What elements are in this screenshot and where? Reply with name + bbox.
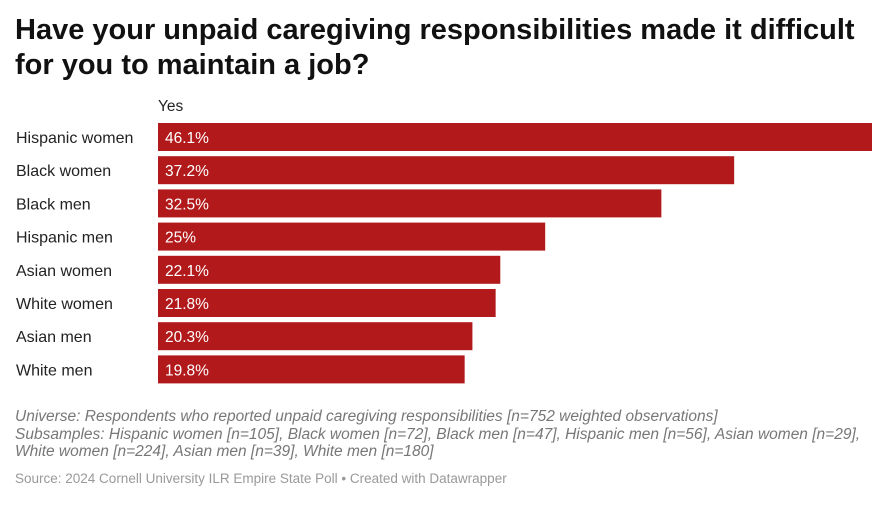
universe-note: Universe: Respondents who reported unpai… bbox=[15, 408, 718, 425]
bar-chart: Yes Hispanic women 46.1% Black women 37.2% Bl… bbox=[0, 95, 888, 390]
bar-value-label: 21.8% bbox=[165, 296, 209, 313]
category-label: Hispanic men bbox=[16, 230, 113, 247]
category-label: White men bbox=[16, 362, 92, 379]
source-line: Source: 2024 Cornell University ILR Empi… bbox=[15, 470, 507, 486]
bar-value-label: 19.8% bbox=[165, 362, 209, 379]
bar-chart-svg: Yes Hispanic women 46.1% Black women 37.2% Bl… bbox=[16, 98, 872, 384]
chart-title: Have your unpaid caregiving responsibili… bbox=[15, 14, 855, 81]
bar-value-label: 37.2% bbox=[165, 163, 209, 180]
bar bbox=[158, 355, 465, 384]
bar-value-label: 32.5% bbox=[165, 196, 209, 213]
chart-footer: Universe: Respondents who reported unpai… bbox=[15, 408, 880, 486]
bar bbox=[158, 156, 735, 185]
column-header: Yes bbox=[158, 98, 184, 115]
bar bbox=[158, 189, 662, 218]
subsamples-note: Subsamples: Hispanic women [n=105], Blac… bbox=[15, 425, 861, 461]
bar-value-label: 46.1% bbox=[165, 130, 209, 147]
chart-notes: Universe: Respondents who reported unpai… bbox=[15, 408, 880, 461]
bar bbox=[158, 322, 473, 351]
bar bbox=[158, 289, 496, 317]
bar-value-label: 25% bbox=[165, 230, 196, 247]
bar-value-label: 22.1% bbox=[165, 263, 209, 280]
category-label: Asian men bbox=[16, 329, 92, 346]
category-label: Black men bbox=[16, 196, 91, 213]
category-label: Hispanic women bbox=[16, 130, 133, 147]
bar bbox=[158, 222, 546, 251]
bar-value-label: 20.3% bbox=[165, 329, 209, 346]
bar bbox=[158, 123, 872, 151]
category-label: Asian women bbox=[16, 263, 112, 280]
category-label: Black women bbox=[16, 163, 111, 180]
category-label: White women bbox=[16, 296, 113, 313]
bar bbox=[158, 255, 501, 284]
